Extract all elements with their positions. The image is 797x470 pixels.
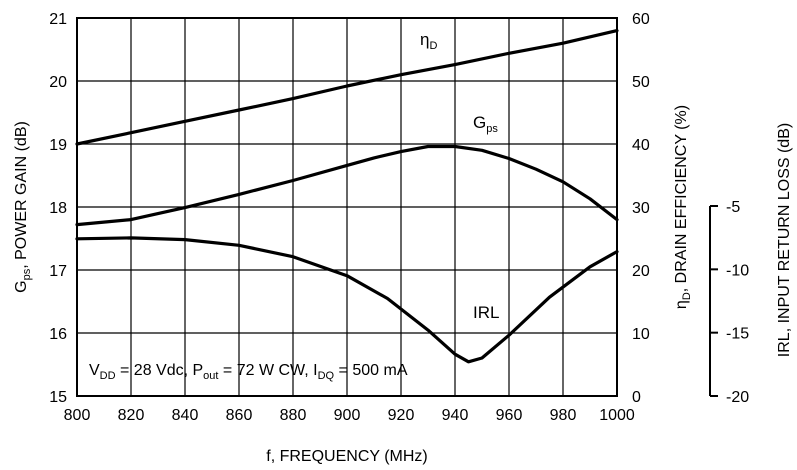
series-label-Gps: Gps bbox=[473, 113, 498, 135]
x-tick-label: 900 bbox=[334, 407, 361, 424]
series-label-sub: ps bbox=[486, 123, 498, 135]
x-tick-label: 860 bbox=[226, 407, 253, 424]
left-tick-label: 21 bbox=[49, 11, 67, 28]
right-axis-title-rest: , DRAIN EFFICIENCY (%) bbox=[673, 105, 690, 292]
right-axis-title-sub: D bbox=[681, 292, 693, 300]
series-label-main: IRL bbox=[473, 303, 499, 322]
conditions-part: = 72 W CW, I bbox=[218, 362, 317, 379]
right-axis-title-main: η bbox=[673, 300, 690, 309]
x-tick-label: 1000 bbox=[599, 407, 635, 424]
right-tick-label: 20 bbox=[632, 263, 650, 280]
series-label-ηD: ηD bbox=[420, 30, 437, 52]
series-label-sub: D bbox=[429, 40, 437, 52]
conditions-annotation: VDD = 28 Vdc, Pout = 72 W CW, IDQ = 500 … bbox=[89, 362, 408, 382]
right-axis-title: ηD, DRAIN EFFICIENCY (%) bbox=[673, 105, 693, 309]
series-label-IRL: IRL bbox=[473, 303, 499, 322]
right-tick-label: 60 bbox=[632, 11, 650, 28]
conditions-part: out bbox=[203, 370, 218, 382]
left-axis-title-main: G bbox=[13, 280, 30, 292]
series-lines bbox=[75, 29, 619, 364]
x-tick-label: 940 bbox=[442, 407, 469, 424]
right-tick-label: 0 bbox=[632, 389, 641, 406]
conditions-part: DD bbox=[100, 370, 116, 382]
x-tick-label: 920 bbox=[388, 407, 415, 424]
irl-tick-label: -5 bbox=[726, 199, 740, 216]
left-tick-label: 17 bbox=[49, 263, 67, 280]
left-tick-label: 19 bbox=[49, 137, 67, 154]
x-tick-label: 800 bbox=[64, 407, 91, 424]
right-tick-label: 50 bbox=[632, 74, 650, 91]
conditions-part: V bbox=[89, 362, 100, 379]
series-label-main: η bbox=[420, 30, 429, 49]
right-tick-label: 40 bbox=[632, 137, 650, 154]
x-tick-labels: 800 820 840 860 880 900 920 940 960 980 1000 bbox=[64, 407, 635, 424]
x-tick-label: 820 bbox=[118, 407, 145, 424]
x-tick-label: 960 bbox=[496, 407, 523, 424]
right-tick-label: 10 bbox=[632, 326, 650, 343]
x-tick-label: 880 bbox=[280, 407, 307, 424]
irl-tick-label: -10 bbox=[726, 262, 749, 279]
left-axis-title: Gps, POWER GAIN (dB) bbox=[13, 121, 33, 293]
series-label-main: G bbox=[473, 113, 486, 132]
left-tick-label: 20 bbox=[49, 74, 67, 91]
left-tick-label: 18 bbox=[49, 200, 67, 217]
conditions-part: = 500 mA bbox=[334, 362, 408, 379]
conditions-text: VDD = 28 Vdc, Pout = 72 W CW, IDQ = 500 … bbox=[89, 362, 408, 382]
series-line-IRL bbox=[75, 236, 619, 364]
conditions-part: DQ bbox=[318, 370, 335, 382]
x-axis-title: f, FREQUENCY (MHz) bbox=[266, 448, 427, 465]
irl-tick-label: -20 bbox=[726, 389, 749, 406]
left-tick-label: 15 bbox=[49, 389, 67, 406]
irl-axis: -5 -10 -15 -20 bbox=[709, 199, 749, 406]
series-line-ηD bbox=[75, 29, 619, 146]
right-tick-labels: 0 10 20 30 40 50 60 bbox=[632, 11, 650, 406]
x-tick-label: 840 bbox=[172, 407, 199, 424]
series-labels: ηD Gps IRL bbox=[420, 30, 499, 322]
left-tick-labels: 15 16 17 18 19 20 21 bbox=[49, 11, 67, 406]
series-line-Gps bbox=[75, 144, 619, 227]
left-axis-title-sub: ps bbox=[21, 268, 33, 280]
conditions-part: = 28 Vdc, P bbox=[116, 362, 204, 379]
irl-tick-label: -15 bbox=[726, 326, 749, 343]
right-tick-label: 30 bbox=[632, 200, 650, 217]
irl-axis-title: IRL, INPUT RETURN LOSS (dB) bbox=[776, 123, 793, 357]
left-tick-label: 16 bbox=[49, 326, 67, 343]
plot-frame bbox=[76, 17, 618, 397]
left-axis-title-rest: , POWER GAIN (dB) bbox=[13, 121, 30, 269]
x-tick-label: 980 bbox=[550, 407, 577, 424]
